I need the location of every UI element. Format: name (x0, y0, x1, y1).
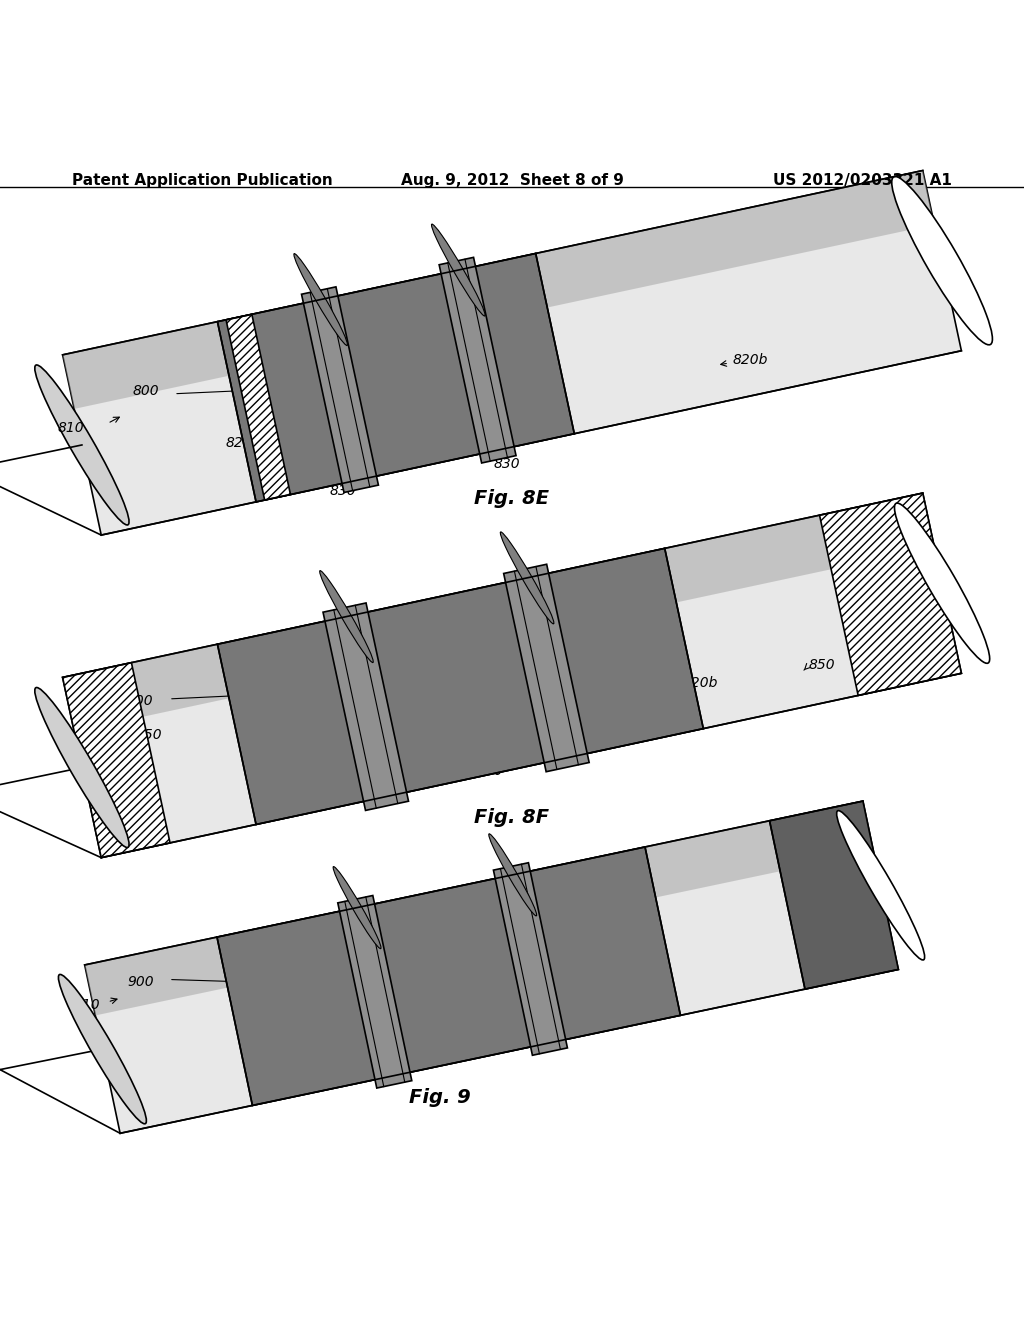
Ellipse shape (488, 834, 537, 916)
Polygon shape (217, 253, 574, 502)
Polygon shape (769, 801, 898, 989)
Text: 830: 830 (476, 764, 503, 779)
Polygon shape (439, 257, 516, 463)
Polygon shape (62, 170, 934, 409)
Text: 910: 910 (74, 998, 100, 1012)
Polygon shape (217, 548, 703, 825)
Text: 800: 800 (127, 694, 154, 708)
Polygon shape (504, 564, 589, 772)
Ellipse shape (294, 253, 347, 346)
Text: Aug. 9, 2012  Sheet 8 of 9: Aug. 9, 2012 Sheet 8 of 9 (400, 173, 624, 187)
Polygon shape (323, 603, 409, 810)
Text: 810: 810 (101, 718, 128, 731)
Polygon shape (85, 801, 873, 1015)
Text: 850: 850 (135, 727, 162, 742)
Text: 900: 900 (127, 974, 154, 989)
Polygon shape (85, 801, 898, 1134)
Text: Fig. 8E: Fig. 8E (474, 488, 550, 508)
Text: Fig. 8F: Fig. 8F (474, 808, 550, 828)
Ellipse shape (58, 974, 146, 1123)
Text: 930: 930 (437, 1041, 464, 1056)
Polygon shape (338, 895, 412, 1088)
Text: 830: 830 (340, 788, 367, 803)
Text: 800: 800 (132, 384, 159, 397)
Text: 820b: 820b (683, 676, 719, 689)
Polygon shape (62, 494, 962, 858)
Text: 930: 930 (294, 1067, 321, 1081)
Ellipse shape (35, 688, 129, 847)
Text: 920: 920 (238, 1001, 264, 1015)
Ellipse shape (892, 177, 992, 345)
Text: 850: 850 (809, 659, 836, 672)
Ellipse shape (837, 810, 925, 960)
Text: 820a: 820a (226, 436, 261, 450)
Text: 830: 830 (494, 457, 520, 471)
Ellipse shape (431, 224, 485, 315)
Polygon shape (301, 286, 379, 492)
Text: 830: 830 (330, 484, 356, 498)
Ellipse shape (501, 532, 554, 624)
Polygon shape (226, 314, 291, 500)
Ellipse shape (895, 503, 989, 664)
Text: US 2012/0203321 A1: US 2012/0203321 A1 (773, 173, 952, 187)
Ellipse shape (35, 364, 129, 525)
Text: 810: 810 (57, 421, 84, 434)
Polygon shape (62, 663, 170, 858)
Ellipse shape (319, 570, 374, 663)
Polygon shape (217, 847, 681, 1105)
Text: 850: 850 (360, 346, 387, 360)
Polygon shape (62, 170, 962, 535)
Text: 920: 920 (612, 974, 639, 987)
Text: Fig. 9: Fig. 9 (410, 1088, 471, 1106)
Polygon shape (494, 863, 567, 1055)
Polygon shape (62, 494, 934, 731)
Text: Patent Application Publication: Patent Application Publication (72, 173, 333, 187)
Text: 820a: 820a (247, 727, 282, 741)
Text: 960: 960 (812, 956, 839, 969)
Ellipse shape (333, 866, 381, 949)
Polygon shape (819, 494, 962, 696)
Text: 820b: 820b (732, 352, 768, 367)
